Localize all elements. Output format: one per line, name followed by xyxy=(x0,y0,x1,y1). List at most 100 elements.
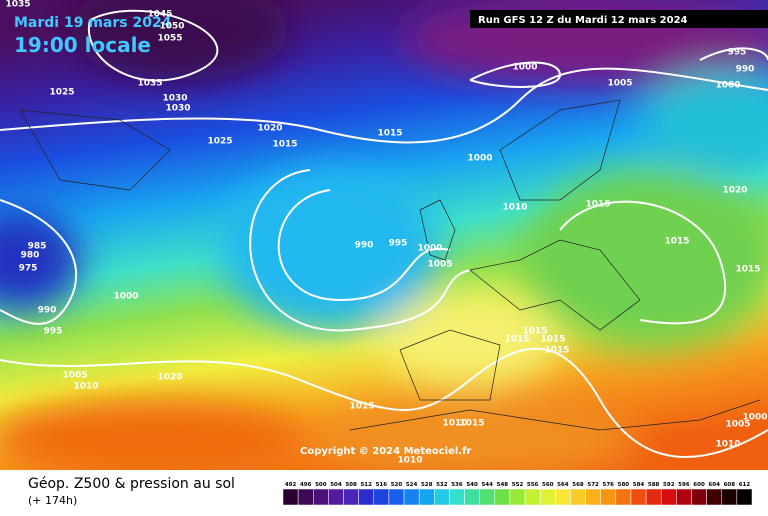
legend-label: 500 xyxy=(315,482,327,488)
isobar-label: 1030 xyxy=(162,94,187,104)
height-field xyxy=(0,0,768,480)
legend-swatch xyxy=(600,488,617,506)
isobar-label: 975 xyxy=(19,264,38,274)
legend-label: 600 xyxy=(693,482,705,488)
footer-title: Géop. Z500 & pression au sol xyxy=(28,476,235,492)
isobar-label: 1015 xyxy=(585,200,610,210)
legend-label: 588 xyxy=(648,482,660,488)
isobar-label: 1010 xyxy=(397,456,422,466)
isobar-label: 1015 xyxy=(540,335,565,345)
legend-label: 608 xyxy=(724,482,736,488)
isobar-label: 1025 xyxy=(207,137,232,147)
legend-label: 560 xyxy=(542,482,554,488)
isobar-label: 985 xyxy=(28,242,47,252)
legend-label: 536 xyxy=(451,482,463,488)
legend-swatch xyxy=(297,488,314,506)
isobar-label: 1000 xyxy=(742,413,767,423)
isobar-label: 1025 xyxy=(49,88,74,98)
legend-label: 496 xyxy=(300,482,312,488)
legend-swatch xyxy=(555,488,571,506)
run-info: Run GFS 12 Z du Mardi 12 mars 2024 xyxy=(478,15,688,26)
legend-label: 508 xyxy=(345,482,357,488)
legend-swatch xyxy=(403,488,420,506)
legend-swatch xyxy=(464,488,480,506)
isobar-label: 1020 xyxy=(157,373,182,383)
legend-swatch xyxy=(736,488,753,506)
isobar-label: 1015 xyxy=(504,335,529,345)
isobar-label: 1005 xyxy=(607,79,632,89)
legend-swatch xyxy=(358,488,375,506)
isobar-label: 1020 xyxy=(722,186,747,196)
coastlines xyxy=(19,99,761,431)
legend-label: 516 xyxy=(376,482,388,488)
legend-label: 568 xyxy=(572,482,584,488)
legend-swatch xyxy=(282,488,299,506)
legend-swatch xyxy=(645,488,662,506)
isobar-label: 995 xyxy=(44,327,63,337)
footer-lead: (+ 174h) xyxy=(28,494,77,507)
isobar-label: 1000 xyxy=(417,244,442,254)
legend-label: 544 xyxy=(481,482,493,488)
legend-swatch xyxy=(539,488,556,506)
legend-label: 492 xyxy=(285,482,297,488)
legend-swatch xyxy=(449,488,465,506)
legend-swatch xyxy=(373,488,390,506)
isobar-label: 1045 xyxy=(147,10,172,20)
legend-label: 528 xyxy=(421,482,433,488)
legend-label: 532 xyxy=(436,482,448,488)
legend-swatch xyxy=(328,488,344,506)
legend-swatch xyxy=(585,488,601,506)
isobar-label: 1000 xyxy=(512,63,537,73)
isobar-label: 990 xyxy=(38,306,57,316)
legend-label: 572 xyxy=(587,482,599,488)
isobar-label: 1005 xyxy=(62,371,87,381)
isobar-label: 1005 xyxy=(725,420,750,430)
valid-date: Mardi 19 mars 2024 xyxy=(14,15,172,31)
legend-label: 592 xyxy=(663,482,675,488)
isobar-label: 980 xyxy=(21,251,40,261)
isobar-label: 1015 xyxy=(349,402,374,412)
color-legend: 492 496 500 504 508 512 516 520 524 528 532 536 540 5… xyxy=(282,482,753,506)
isobar-label: 990 xyxy=(355,241,374,251)
isobar-label: 1010 xyxy=(73,382,98,392)
legend-label: 548 xyxy=(497,482,509,488)
legend-swatch xyxy=(388,488,405,506)
legend-swatch xyxy=(676,488,692,506)
legend-label: 576 xyxy=(603,482,615,488)
isobar-label: 1015 xyxy=(522,327,547,337)
legend-swatch xyxy=(418,488,435,506)
copyright: Copyright © 2024 Meteociel.fr xyxy=(300,446,471,457)
legend-label: 524 xyxy=(406,482,418,488)
legend-swatch xyxy=(479,488,496,506)
isobar-label: 1015 xyxy=(459,419,484,429)
legend-label: 520 xyxy=(391,482,403,488)
isobar-label: 1035 xyxy=(5,0,30,10)
isobar-label: 1035 xyxy=(137,79,162,89)
legend-swatch xyxy=(706,488,722,506)
legend-label: 504 xyxy=(330,482,342,488)
isobar-label: 1015 xyxy=(664,237,689,247)
legend-swatch xyxy=(524,488,541,506)
legend-swatch xyxy=(509,488,526,506)
isobar-label: 1055 xyxy=(157,34,182,44)
isobar-label: 1000 xyxy=(113,292,138,302)
legend-label: 612 xyxy=(739,482,751,488)
isobar-label: 995 xyxy=(728,48,747,58)
isobar-label: 1015 xyxy=(544,346,569,356)
legend-swatch xyxy=(721,488,738,506)
run-banner xyxy=(470,10,768,28)
legend-label: 604 xyxy=(708,482,720,488)
isobar-label: 995 xyxy=(389,239,408,249)
isobar-labels: 1035104510501055103510301030102510201025… xyxy=(5,0,767,466)
isobar-label: 1015 xyxy=(735,265,760,275)
isobar-label: 1010 xyxy=(502,203,527,213)
isobar-label: 1015 xyxy=(272,140,297,150)
isobars xyxy=(0,9,768,458)
legend-label: 512 xyxy=(360,482,372,488)
isobar-label: 1005 xyxy=(427,260,452,270)
legend-swatch xyxy=(630,488,647,506)
legend-label: 552 xyxy=(512,482,524,488)
valid-time: 19:00 locale xyxy=(14,33,151,57)
isobar-label: 1050 xyxy=(159,22,184,32)
